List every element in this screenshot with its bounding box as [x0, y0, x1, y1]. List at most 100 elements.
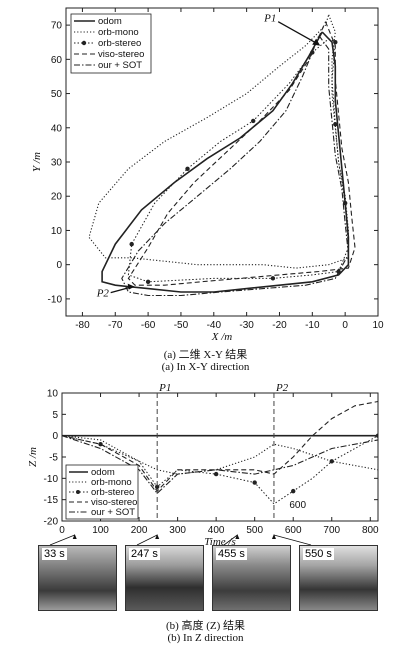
- z-plot: 0 100 200 300 400 500 600 700 800 -20 -15 -10 -5 0 5 10…: [27, 382, 379, 548]
- xy-orb-stereo-marker: [342, 200, 348, 206]
- z-series-orb-mono: [62, 435, 378, 475]
- xy-series-our-sot: [121, 35, 349, 297]
- xy-ytick-label: 40: [51, 123, 63, 134]
- thumbnail-connectors: [49, 534, 312, 546]
- xy-legend-label: our + SOT: [98, 60, 142, 71]
- caption-bottom-zh: (b) 高度 (Z) 结果: [165, 620, 246, 632]
- xy-series-group: [88, 14, 356, 297]
- xy-xtick-label: -40: [207, 320, 222, 331]
- thumbnail-image: 550 s: [299, 545, 378, 611]
- caption-top-en: (a) In X-Y direction: [161, 361, 250, 373]
- xy-series-orb-stereo: [127, 38, 349, 283]
- xy-orb-stereo-marker: [145, 279, 151, 284]
- xy-plot: -80 -70 -60 -50 -40 -30 -20 -10 0 10 -10 0 10 20 30 40 5…: [31, 7, 384, 343]
- z-xtick-label: 600: [285, 525, 302, 536]
- z-orb-stereo-marker: [252, 480, 257, 485]
- caption-bottom-en: (b) In Z direction: [167, 632, 244, 644]
- xy-annotation-p2-arrowhead: [127, 283, 135, 290]
- xy-ytick-label: 10: [51, 226, 63, 237]
- xy-orb-stereo-marker: [185, 166, 190, 172]
- z-legend-label: orb-stereo: [91, 487, 134, 498]
- z-series-our-sot: [62, 435, 378, 495]
- z-legend-label: odom: [91, 467, 115, 478]
- z-series-orb-stereo: [62, 435, 378, 505]
- z-xtick-label: 800: [362, 525, 379, 536]
- z-xtick-label: 100: [92, 525, 109, 536]
- xy-xtick-label: -10: [305, 320, 320, 331]
- z-legend-label: our + SOT: [91, 507, 135, 518]
- z-xtick-label: 400: [208, 525, 225, 536]
- thumbnail-time-label: 550 s: [303, 548, 334, 560]
- thumbnail-image: 33 s: [38, 545, 117, 611]
- xy-legend-label: orb-stereo: [98, 38, 141, 49]
- xy-ylabel: Y /m: [31, 152, 43, 172]
- xy-xtick-label: -80: [75, 320, 90, 331]
- xy-legend-label: viso-stereo: [98, 49, 144, 60]
- thumb-connector: [136, 534, 158, 546]
- xy-orb-stereo-marker: [129, 241, 134, 247]
- z-ytick-label: -10: [44, 474, 59, 485]
- thumb-connector: [223, 534, 238, 546]
- thumbnail-image: 455 s: [212, 545, 291, 611]
- z-ytick-label: -5: [49, 453, 58, 464]
- thumb-connector-arrowhead: [271, 534, 276, 539]
- thumb-connector: [49, 534, 75, 546]
- xy-legend-label: odom: [98, 16, 122, 27]
- z-xtick-label: 200: [131, 525, 148, 536]
- z-ytick-label: -20: [44, 517, 59, 528]
- xy-ytick-label: 60: [51, 55, 63, 66]
- xy-series-viso-stereo: [127, 21, 356, 286]
- xy-xtick-label: -50: [174, 320, 189, 331]
- xy-orb-stereo-marker: [333, 40, 338, 45]
- xy-annotation-p2: P2: [96, 288, 110, 300]
- z-vline-label: P2: [275, 382, 289, 394]
- z-ytick-label: 5: [52, 410, 58, 421]
- thumb-connector: [273, 534, 312, 546]
- z-ytick-label: -15: [44, 495, 59, 506]
- z-xtick-label: 500: [246, 525, 263, 536]
- xy-annotation-p1-arrow: [277, 21, 320, 46]
- xy-series-odom: [101, 31, 350, 293]
- z-orb-stereo-marker: [154, 484, 160, 490]
- thumbnail-image: 247 s: [125, 545, 204, 611]
- z-xtick-label: 0: [59, 525, 65, 536]
- z-series-group: [62, 400, 378, 505]
- xy-ytick-label: -10: [48, 294, 63, 305]
- xy-xtick-label: 0: [342, 320, 348, 331]
- z-legend-label: orb-mono: [91, 477, 132, 488]
- xy-orb-stereo-marker: [251, 118, 256, 124]
- xy-xtick-label: -30: [239, 320, 254, 331]
- xy-ytick-label: 0: [56, 260, 62, 271]
- xy-ytick-label: 50: [51, 89, 63, 100]
- caption-top-zh: (a) 二维 X-Y 结果: [163, 349, 248, 361]
- xy-legend-label: orb-mono: [98, 27, 139, 38]
- z-orb-stereo-marker: [98, 442, 103, 447]
- xy-xtick-label: -70: [108, 320, 123, 331]
- z-annotation-600: 600: [289, 500, 306, 511]
- z-ylabel: Z /m: [27, 447, 39, 467]
- thumbnail-time-label: 247 s: [129, 548, 160, 560]
- z-xtick-label: 700: [323, 525, 340, 536]
- xy-ytick-label: 30: [51, 158, 63, 169]
- thumb-connector-arrowhead: [235, 534, 240, 539]
- xy-legend-marker: [81, 40, 87, 46]
- xy-xtick-label: -20: [272, 320, 287, 331]
- z-orb-stereo-marker: [375, 433, 378, 438]
- xy-annotation-p1: P1: [263, 13, 276, 25]
- z-orb-stereo-marker: [213, 471, 219, 477]
- z-orb-stereo-marker: [329, 459, 334, 464]
- z-orb-stereo-marker: [291, 488, 296, 494]
- thumb-connector-arrowhead: [155, 534, 160, 539]
- thumbnail-time-label: 33 s: [42, 548, 67, 560]
- z-ytick-label: 0: [52, 431, 58, 442]
- xy-xlabel: X /m: [211, 331, 233, 343]
- z-series-viso-stereo: [62, 400, 378, 492]
- xy-annotation-p1-arrowhead: [312, 38, 321, 46]
- z-legend-label: viso-stereo: [91, 497, 137, 508]
- xy-xtick-label: -60: [141, 320, 156, 331]
- thumbnail-time-label: 455 s: [216, 548, 247, 560]
- z-ytick-label: 10: [47, 389, 59, 400]
- z-vline-label: P1: [158, 382, 171, 394]
- xy-ytick-label: 20: [51, 192, 63, 203]
- thumb-connector-arrowhead: [72, 534, 77, 539]
